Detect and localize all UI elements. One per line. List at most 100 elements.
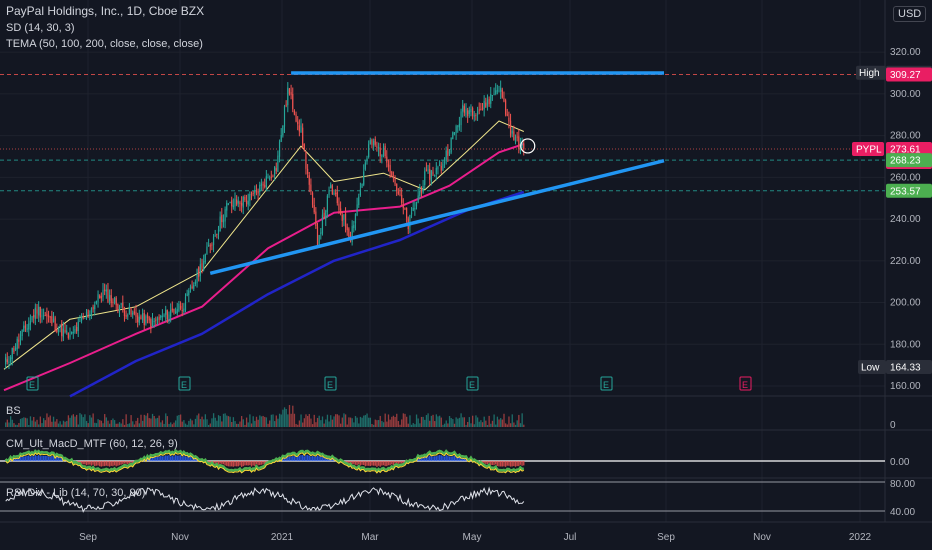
macd-histogram-bar: [455, 457, 457, 461]
candle-body: [442, 163, 444, 170]
volume-bar: [514, 424, 517, 427]
candle-body: [178, 303, 180, 311]
macd-histogram-bar: [168, 455, 170, 461]
candle-body: [239, 202, 241, 205]
volume-bar: [420, 416, 423, 427]
volume-bar: [163, 423, 165, 427]
volume-bar: [112, 418, 114, 427]
macd-histogram-bar: [376, 461, 378, 467]
volume-bar: [480, 420, 482, 427]
macd-histogram-bar: [189, 456, 192, 461]
volume-bar: [462, 417, 464, 427]
bs-pane-label[interactable]: BS: [6, 405, 21, 417]
candle-body: [51, 316, 53, 324]
candle-body: [206, 246, 208, 254]
macd-histogram-bar: [110, 461, 112, 466]
macd-histogram-bar: [132, 461, 134, 464]
candle-body: [270, 176, 272, 179]
x-tick-label: Sep: [657, 532, 675, 543]
candle-body: [14, 347, 17, 351]
candle-body: [143, 313, 145, 325]
candle-body: [293, 110, 295, 115]
volume-bar: [488, 415, 490, 427]
volume-bar: [262, 415, 264, 427]
volume-bar: [241, 416, 243, 427]
macd-histogram-bar: [282, 457, 284, 461]
macd-histogram-bar: [105, 461, 107, 466]
volume-bar: [363, 415, 365, 427]
rsi-pane-label[interactable]: RSI Div - Lib (14, 70, 30, 90): [6, 487, 146, 499]
macd-histogram-bar: [287, 456, 289, 461]
volume-bar: [315, 422, 317, 427]
macd-histogram-bar: [313, 456, 315, 461]
volume-bar: [204, 414, 206, 427]
macd-line: [4, 448, 525, 473]
candle-body: [257, 190, 259, 194]
macd-histogram-bar: [250, 461, 253, 467]
candle-body: [130, 308, 132, 315]
volume-bar: [46, 413, 48, 427]
macd-histogram-bar: [153, 457, 155, 461]
y-tick-label: 180.00: [890, 339, 921, 350]
candle-body: [437, 167, 439, 170]
volume-bar: [404, 413, 406, 427]
volume-bar: [470, 423, 472, 427]
indicator-sd-label[interactable]: SD (14, 30, 3): [6, 22, 75, 34]
macd-histogram-bar: [326, 458, 329, 461]
volume-bar: [247, 422, 249, 427]
indicator-tema-label[interactable]: TEMA (50, 100, 200, close, close, close): [6, 38, 203, 50]
volume-bar: [146, 413, 149, 427]
macd-histogram-bar: [496, 461, 499, 467]
volume-bar: [386, 421, 388, 427]
candle-body: [490, 93, 492, 104]
macd-pane-label[interactable]: CM_Ult_MacD_MTF (60, 12, 26, 9): [6, 438, 178, 450]
candle-body: [259, 184, 261, 193]
macd-histogram-bar: [361, 461, 363, 465]
macd-histogram-bar: [127, 461, 129, 465]
macd-histogram-bar: [160, 455, 162, 461]
macd-histogram-bar: [386, 461, 388, 467]
candle-body: [346, 226, 348, 231]
candle-body: [156, 318, 159, 321]
candle-body: [280, 134, 282, 142]
candle-body: [262, 183, 264, 186]
candle-body: [89, 314, 91, 316]
candle-body: [173, 309, 175, 313]
macd-histogram-bar: [14, 458, 17, 461]
volume-bar: [143, 414, 145, 427]
candle-body: [283, 106, 286, 127]
rsi-pane: [0, 481, 885, 513]
volume-bar: [85, 420, 88, 427]
volume-bar: [84, 414, 86, 427]
candle-body: [112, 301, 114, 303]
volume-bar: [94, 422, 96, 427]
volume-bar: [209, 423, 211, 427]
currency-button[interactable]: USD: [893, 6, 927, 22]
volume-bar: [320, 420, 322, 427]
candle-body: [453, 132, 456, 135]
volume-bar: [358, 423, 360, 427]
macd-histogram-bar: [107, 461, 109, 467]
macd-histogram-bar: [396, 461, 398, 464]
highlight-circle: [520, 138, 536, 154]
macd-histogram-bar: [264, 461, 266, 464]
candle-body: [445, 150, 447, 162]
volume-bar: [490, 423, 492, 427]
volume-bar: [123, 424, 126, 427]
volume-bar: [468, 417, 470, 427]
rsi-line: [5, 486, 525, 513]
macd-histogram-bar: [323, 457, 325, 461]
macd-histogram-bar: [419, 458, 421, 461]
volume-bar: [217, 415, 220, 427]
candle-body: [486, 99, 489, 106]
volume-bar: [333, 416, 335, 427]
volume-bar: [26, 418, 28, 427]
macd-histogram-bar: [320, 456, 322, 461]
candle-body: [170, 310, 172, 317]
candle-body: [199, 264, 201, 276]
volume-bar: [110, 420, 112, 427]
macd-histogram-bar: [303, 456, 305, 461]
earnings-marker-letter: E: [603, 380, 609, 390]
candle-body: [74, 328, 76, 333]
